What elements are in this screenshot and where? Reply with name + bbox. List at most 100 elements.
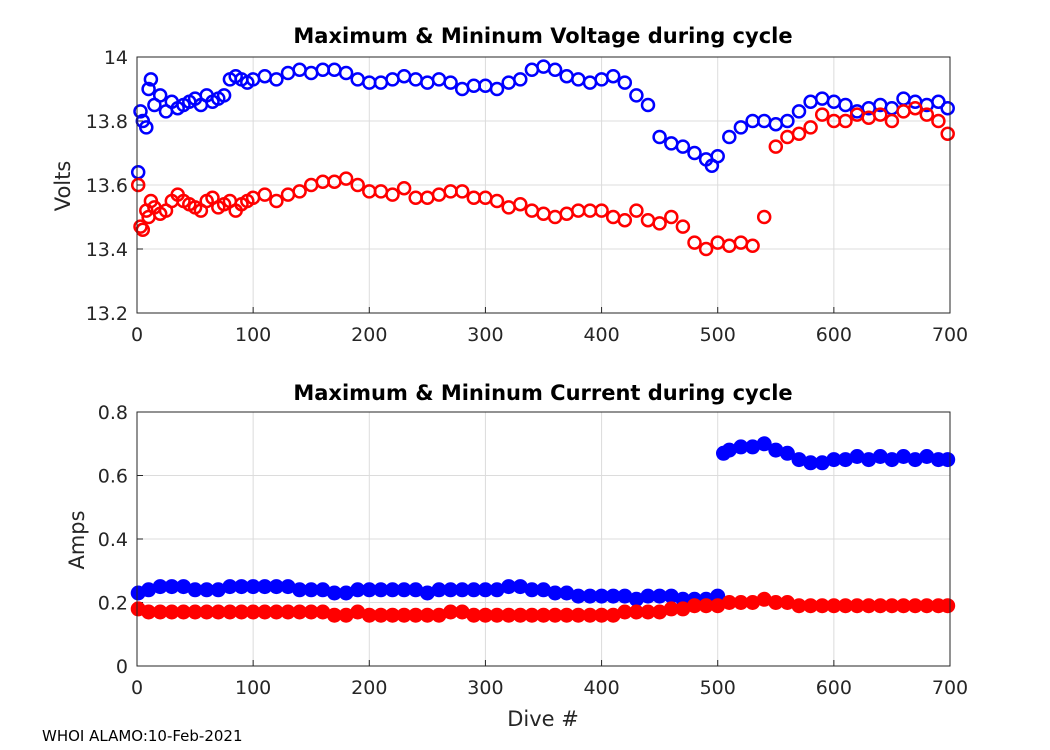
data-point xyxy=(931,113,946,129)
data-point xyxy=(143,72,159,87)
data-point xyxy=(940,452,956,468)
data-point xyxy=(940,598,956,614)
data-point xyxy=(350,177,365,193)
data-point xyxy=(675,139,691,154)
data-point xyxy=(780,113,795,129)
data-point xyxy=(664,209,679,225)
data-point xyxy=(838,113,853,129)
x-tick-label: 700 xyxy=(932,677,968,699)
y-tick-label: 13.8 xyxy=(86,111,128,133)
x-tick-label: 0 xyxy=(131,677,143,699)
current-y-axis-label: Amps xyxy=(65,510,89,569)
data-point xyxy=(791,104,807,119)
data-point xyxy=(547,62,563,78)
voltage-y-axis-label: Volts xyxy=(51,161,75,212)
y-tick-label: 13.4 xyxy=(86,239,128,261)
x-tick-label: 600 xyxy=(816,677,852,699)
data-point xyxy=(698,241,714,257)
data-point xyxy=(675,219,691,234)
data-point xyxy=(768,139,784,154)
data-point xyxy=(803,120,818,135)
data-point xyxy=(652,129,667,145)
x-tick-label: 300 xyxy=(467,677,503,699)
data-point xyxy=(629,203,644,218)
y-tick-label: 0 xyxy=(116,656,128,678)
voltage-data-points xyxy=(130,59,955,257)
data-point xyxy=(133,104,148,119)
data-point xyxy=(513,196,528,212)
data-point xyxy=(385,187,400,202)
data-point xyxy=(443,75,458,90)
voltage-x-tick-labels: 0 100 200 300 400 500 600 700 xyxy=(131,324,968,346)
data-point xyxy=(779,445,795,461)
x-tick-label: 300 xyxy=(467,324,503,346)
voltage-chart: Maximum & Mininum Voltage during cycle V… xyxy=(51,24,968,346)
data-point xyxy=(454,184,470,199)
data-point xyxy=(907,100,923,116)
voltage-plot-frame xyxy=(136,56,951,314)
x-tick-label: 400 xyxy=(583,677,619,699)
data-point xyxy=(141,81,156,97)
current-chart: Maximum & Mininum Current during cycle A… xyxy=(65,381,968,731)
data-point xyxy=(489,193,505,209)
x-tick-label: 100 xyxy=(235,324,271,346)
voltage-chart-title: Maximum & Mininum Voltage during cycle xyxy=(293,24,792,48)
data-point xyxy=(940,100,955,116)
current-y-tick-labels: 0 0.2 0.4 0.6 0.8 xyxy=(98,402,128,678)
data-point xyxy=(791,126,807,142)
data-point xyxy=(919,107,935,122)
data-point xyxy=(257,187,273,202)
data-point xyxy=(940,126,955,142)
current-chart-title: Maximum & Mininum Current during cycle xyxy=(293,381,792,405)
data-point xyxy=(838,97,853,113)
data-point xyxy=(513,72,528,87)
x-tick-label: 400 xyxy=(583,324,619,346)
data-point xyxy=(733,120,749,135)
data-point xyxy=(814,107,830,122)
data-point xyxy=(605,68,621,84)
y-tick-label: 13.6 xyxy=(86,175,128,197)
max-voltage-series xyxy=(130,59,955,180)
data-point xyxy=(617,212,633,228)
data-point xyxy=(292,184,307,199)
x-tick-label: 500 xyxy=(700,677,736,699)
data-point xyxy=(687,145,702,161)
data-point xyxy=(873,107,888,122)
data-point xyxy=(139,120,154,135)
x-tick-label: 500 xyxy=(700,324,736,346)
min-voltage-series xyxy=(130,100,955,257)
data-point xyxy=(640,97,656,113)
min-current-series xyxy=(130,591,956,623)
data-point xyxy=(594,203,609,218)
data-point xyxy=(756,436,772,452)
data-point xyxy=(687,235,702,250)
data-point xyxy=(396,180,412,196)
x-tick-label: 700 xyxy=(932,324,968,346)
voltage-y-tick-labels: 13.2 13.4 13.6 13.8 14 xyxy=(86,47,128,325)
y-tick-label: 0.8 xyxy=(98,402,128,424)
data-point xyxy=(130,177,146,193)
x-tick-label: 200 xyxy=(351,677,387,699)
data-point xyxy=(152,88,168,103)
data-point xyxy=(269,72,284,87)
data-point xyxy=(489,81,505,97)
data-point xyxy=(338,171,354,186)
y-tick-label: 0.4 xyxy=(98,529,128,551)
max-current-series xyxy=(130,436,956,607)
current-x-tick-labels: 0 100 200 300 400 500 600 700 xyxy=(131,677,968,699)
x-tick-label: 200 xyxy=(351,324,387,346)
data-point xyxy=(745,238,760,254)
data-point xyxy=(756,209,772,225)
y-tick-label: 14 xyxy=(104,47,128,69)
current-x-axis-label: Dive # xyxy=(507,707,579,731)
y-tick-label: 0.6 xyxy=(98,466,128,488)
data-point xyxy=(884,113,900,129)
y-tick-label: 13.2 xyxy=(86,303,128,325)
x-tick-label: 100 xyxy=(235,677,271,699)
data-point xyxy=(629,88,644,103)
current-plot-frame xyxy=(136,411,951,667)
data-point xyxy=(269,193,284,209)
data-point xyxy=(338,65,354,81)
x-tick-label: 0 xyxy=(131,324,143,346)
